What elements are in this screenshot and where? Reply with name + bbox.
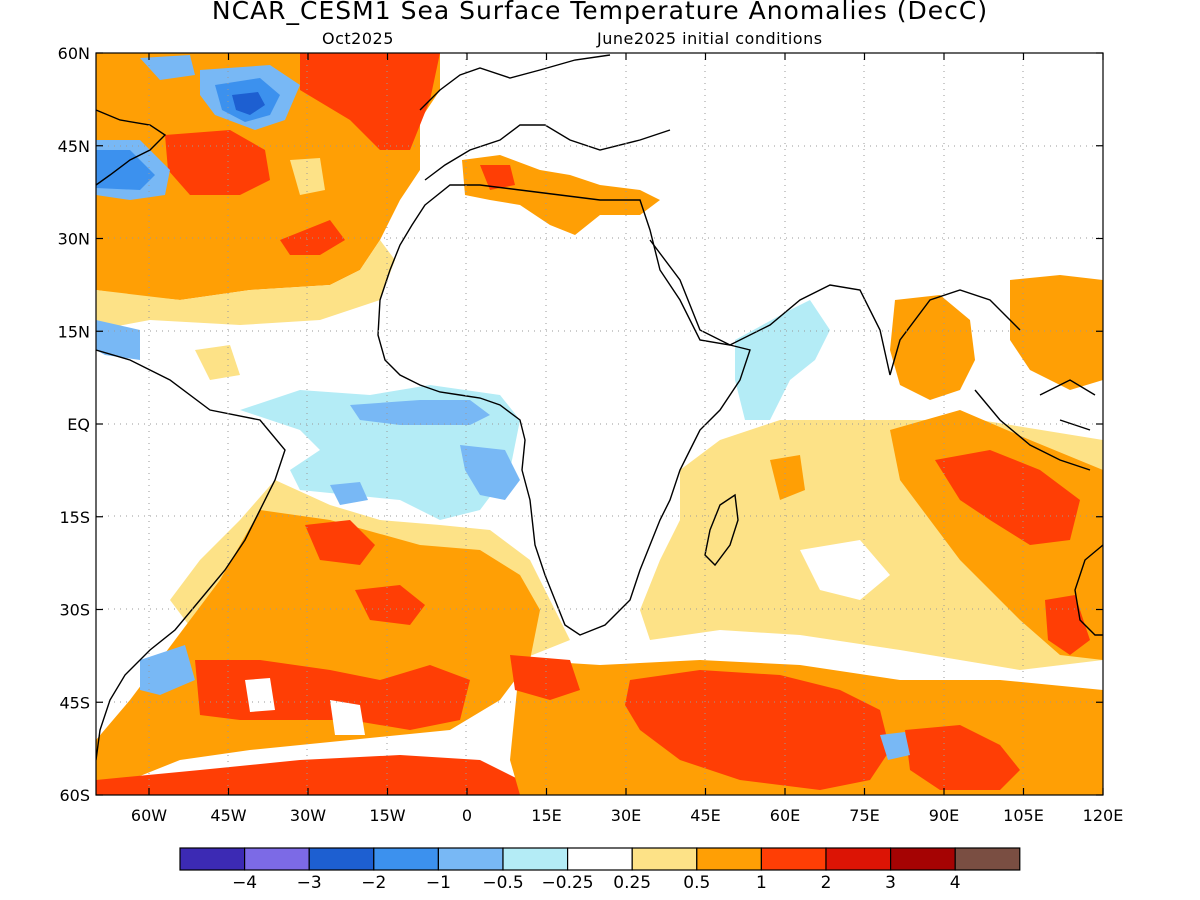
anomaly-region	[96, 240, 395, 330]
colorbar-label: −1	[426, 873, 451, 893]
colorbar-label: 3	[885, 873, 896, 893]
coastline-north-america	[96, 109, 167, 186]
colorbar-label: −0.5	[482, 873, 523, 893]
anomaly-region	[480, 165, 515, 190]
anomaly-region	[300, 53, 440, 150]
colorbar-label: 4	[950, 873, 961, 893]
coastlines	[96, 54, 1103, 761]
colorbar-swatch	[244, 847, 310, 871]
colorbar-swatch	[179, 847, 246, 871]
colorbar-label: −3	[297, 873, 322, 893]
anomaly-region	[625, 670, 890, 790]
anomaly-region	[350, 400, 490, 425]
colorbar-swatch	[308, 847, 375, 871]
coastline-madagascar	[704, 493, 739, 567]
lat-tick-label: 30S	[59, 601, 90, 620]
colorbar-swatch	[631, 847, 698, 871]
anomaly-region	[905, 725, 1020, 790]
lon-tick-label: 120E	[1083, 806, 1124, 825]
coastline-europe	[419, 54, 671, 181]
lat-tick-label: 60N	[58, 44, 90, 63]
anomaly-region	[355, 585, 425, 625]
map-title: NCAR_CESM1 Sea Surface Temperature Anoma…	[211, 0, 989, 25]
colorbar-swatch	[437, 847, 504, 871]
lon-tick-label: 30W	[290, 806, 326, 825]
colorbar-swatch	[889, 847, 956, 871]
lon-tick-label: 105E	[1003, 806, 1044, 825]
colorbar-swatch	[760, 847, 827, 871]
anomaly-region	[330, 700, 365, 735]
lat-tick-label: 30N	[58, 230, 90, 249]
coastline-africa	[377, 184, 751, 636]
lat-tick-label: EQ	[67, 415, 90, 434]
anomaly-region	[770, 455, 805, 500]
anomaly-field	[96, 53, 1103, 795]
lat-tick-label: 45N	[58, 137, 90, 156]
coastline-indonesia	[974, 379, 1096, 471]
colorbar-label: −0.25	[542, 873, 594, 893]
anomaly-region	[880, 732, 910, 760]
initial-conditions-label: June2025 initial conditions	[597, 29, 823, 48]
lon-tick-label: 60E	[770, 806, 800, 825]
coastline-australia	[1074, 544, 1103, 636]
graticule	[96, 53, 1103, 795]
colorbar-label: 1	[756, 873, 767, 893]
anomaly-region	[195, 345, 240, 380]
colorbar-swatch	[954, 847, 1021, 871]
anomaly-region	[232, 92, 265, 115]
colorbar-swatch	[502, 847, 569, 871]
lat-tick-label: 15N	[58, 322, 90, 341]
colorbar-label: −4	[232, 873, 257, 893]
colorbar-swatch	[825, 847, 892, 871]
colorbar: −4 −3 −2 −1 −0.5 −0.25 0.25 0.5 1 2 3 4	[179, 847, 1021, 893]
lat-tick-label: 15S	[59, 508, 90, 527]
lon-tick-label: 60W	[131, 806, 167, 825]
anomaly-region	[460, 445, 520, 500]
anomaly-region	[510, 655, 580, 700]
axis-ticks: 60N 45N 30N 15N EQ 15S 30S 45S 60S 60W 45W 30W 15W 0 1…	[58, 44, 1124, 825]
anomaly-region	[165, 130, 270, 195]
lon-tick-label: 0	[462, 806, 472, 825]
anomaly-region-bay-of-bengal	[890, 295, 975, 400]
colorbar-label: 0.25	[613, 873, 651, 893]
lon-tick-label: 75E	[849, 806, 879, 825]
forecast-month: Oct2025	[322, 29, 394, 48]
lon-tick-label: 15E	[531, 806, 561, 825]
lon-tick-label: 30E	[611, 806, 641, 825]
lat-tick-label: 45S	[59, 693, 90, 712]
lon-tick-label: 45E	[690, 806, 720, 825]
lon-tick-label: 15W	[369, 806, 405, 825]
colorbar-label: 2	[821, 873, 832, 893]
colorbar-label: 0.5	[683, 873, 710, 893]
anomaly-region	[96, 755, 520, 795]
colorbar-swatch	[696, 847, 762, 871]
anomaly-region	[96, 150, 155, 190]
anomaly-region	[245, 678, 275, 712]
anomaly-region	[140, 55, 195, 80]
lon-tick-label: 90E	[929, 806, 959, 825]
anomaly-region	[96, 320, 140, 360]
anomaly-region	[1010, 275, 1103, 390]
anomaly-region	[290, 158, 325, 195]
coastline-south-america	[96, 349, 286, 761]
anomaly-region	[330, 482, 368, 505]
anomaly-region	[935, 450, 1080, 545]
anomaly-region	[800, 540, 890, 600]
lat-tick-label: 60S	[59, 786, 90, 805]
lon-tick-label: 45W	[210, 806, 246, 825]
anomaly-region	[305, 520, 375, 565]
anomaly-region	[140, 645, 195, 695]
colorbar-label: −2	[361, 873, 386, 893]
anomaly-region	[195, 660, 470, 730]
colorbar-swatch	[566, 847, 633, 871]
coastline-arabia-india	[649, 239, 1021, 376]
colorbar-swatch	[373, 847, 439, 871]
